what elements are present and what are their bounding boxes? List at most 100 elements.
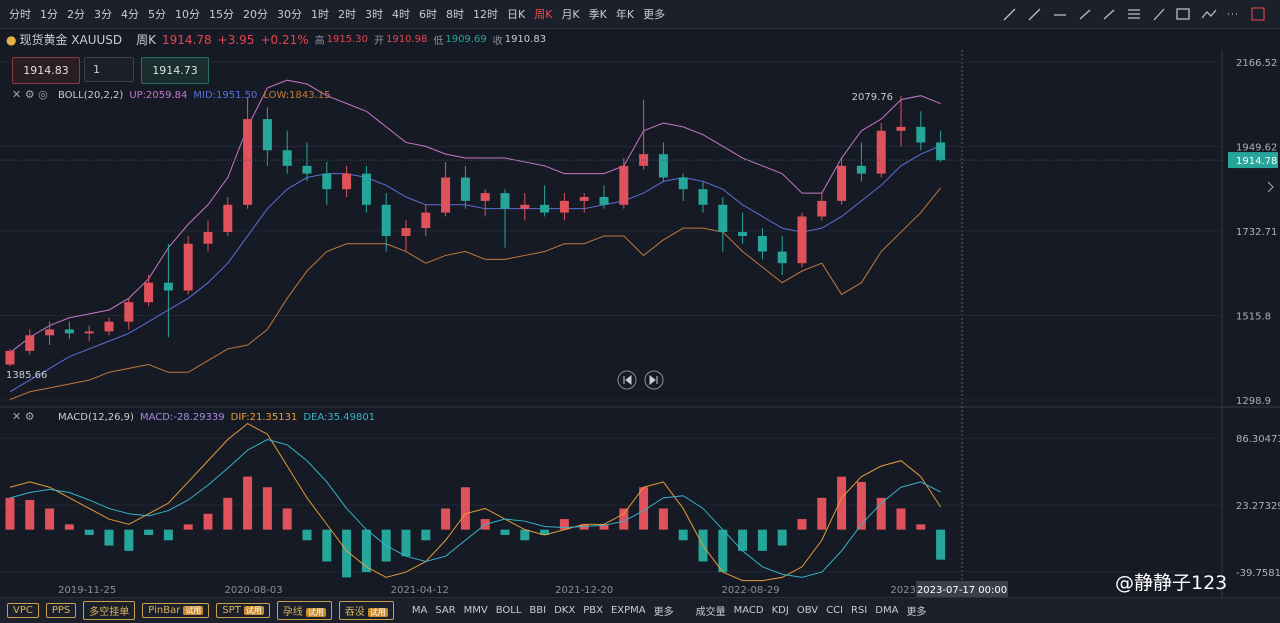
period-button[interactable]: 12时	[473, 8, 498, 21]
watermark: @静静子123	[1115, 572, 1228, 594]
period-button[interactable]: 2时	[338, 8, 356, 21]
indicator-button[interactable]: CCI	[826, 605, 844, 616]
period-button[interactable]: 5分	[148, 8, 166, 21]
period-button[interactable]: 周K	[534, 8, 553, 21]
period-button[interactable]: 1分	[40, 8, 58, 21]
macd-bar	[25, 499, 35, 530]
tool-button[interactable]: PPS	[45, 603, 77, 618]
more-button[interactable]: 更多	[653, 607, 674, 618]
indicator-button[interactable]: SAR	[435, 605, 456, 616]
tool-button[interactable]: 多空挂单	[83, 601, 136, 620]
legend-label: DIF:21.35131	[231, 412, 298, 423]
legend-label: UP:2059.84	[129, 90, 187, 101]
more-button[interactable]: 更多	[643, 8, 666, 21]
period-button[interactable]: 1时	[311, 8, 329, 21]
candle-body	[223, 204, 233, 233]
candle-body	[738, 232, 748, 236]
expand-arrow[interactable]	[1267, 181, 1274, 193]
period-button[interactable]: 月K	[561, 8, 580, 21]
change-pct: +0.21%	[260, 32, 309, 47]
y-tick-label: 1732.71	[1236, 227, 1277, 238]
tool-button[interactable]: PinBar 试用	[142, 603, 210, 618]
candle-body	[381, 204, 391, 236]
symbol[interactable]: 现货黄金 XAUUSD	[19, 33, 123, 47]
period-button[interactable]: 4时	[392, 8, 410, 21]
period-button[interactable]: 15分	[209, 8, 234, 21]
indicator-button[interactable]: BOLL	[495, 605, 522, 616]
macd-bar	[104, 529, 114, 546]
period-button[interactable]: 3时	[365, 8, 383, 21]
macd-bar	[84, 529, 94, 535]
macd-bar	[183, 524, 193, 530]
y-tick-label: -39.75815	[1236, 568, 1280, 579]
prev-button[interactable]	[617, 370, 637, 390]
macd-bar	[262, 487, 272, 530]
next-button[interactable]	[644, 370, 664, 390]
period-button[interactable]: 20分	[243, 8, 268, 21]
candle-body	[500, 193, 510, 209]
indicator-button[interactable]: 成交量	[695, 607, 726, 618]
indicator-button[interactable]: EXPMA	[610, 605, 646, 616]
indicator-button[interactable]: MMV	[463, 605, 488, 616]
period-button[interactable]: 8时	[446, 8, 464, 21]
candle-body	[183, 243, 193, 291]
indicator-button[interactable]: MACD	[733, 605, 764, 616]
indicator-name: MACD(12,26,9)	[58, 412, 134, 423]
indicator-button[interactable]: KDJ	[771, 605, 789, 616]
tool-button[interactable]: VPC	[7, 603, 39, 618]
indicator-button[interactable]: DKX	[554, 605, 576, 616]
trial-badge: 试用	[367, 608, 388, 617]
candle-body	[163, 282, 173, 291]
macd-bar	[599, 524, 609, 530]
period-button[interactable]: 4分	[121, 8, 139, 21]
indicator-button[interactable]: DMA	[875, 605, 899, 616]
tool-button[interactable]: 孕线 试用	[276, 601, 332, 620]
period-button[interactable]: 2分	[67, 8, 85, 21]
x-tick-label: 2019-11-25	[58, 585, 116, 596]
more-button[interactable]: 更多	[906, 607, 927, 618]
period-button[interactable]: 分时	[9, 8, 31, 21]
period-button[interactable]: 10分	[175, 8, 200, 21]
period-toolbar: 分时 1分 2分 3分 4分 5分 10分 15分 20分 30分 1时 2时 3时 4时 6时 8时 12时日…	[0, 0, 1280, 29]
sell-button[interactable]: 1914.83	[12, 57, 80, 84]
candle-body	[5, 350, 15, 365]
candle-body	[579, 196, 589, 201]
period[interactable]: 周K	[136, 33, 157, 47]
indicator-button[interactable]: OBV	[796, 605, 819, 616]
close-label: 收	[492, 36, 503, 47]
macd-bar	[738, 529, 748, 551]
candle-body	[757, 235, 767, 252]
chart: ✕ ⚙ ◎ ✕ ⚙ 2166.52 1949.62 1732.71 1515.8 129…	[0, 50, 1280, 597]
period-button[interactable]: 6时	[419, 8, 437, 21]
y-tick-label: 1298.9	[1236, 396, 1271, 407]
macd-bar	[757, 529, 767, 551]
tool-button[interactable]: SPT 试用	[216, 603, 270, 618]
candle-body	[64, 329, 74, 334]
y-tick-label: 23.27329	[1236, 501, 1280, 512]
indicator-button[interactable]: BBI	[529, 605, 547, 616]
candle-body	[817, 200, 827, 217]
indicator-button[interactable]: MA	[411, 605, 428, 616]
candle-body	[84, 331, 94, 334]
qty-input[interactable]: 1	[84, 57, 134, 82]
indicator-button[interactable]: RSI	[851, 605, 868, 616]
gold-icon: ●	[6, 32, 17, 47]
macd-bar	[777, 529, 787, 546]
crosshair-label-bg	[916, 581, 1008, 597]
y-tick-label: 1949.62	[1236, 142, 1277, 153]
period-button[interactable]: 年K	[615, 8, 635, 21]
period-button[interactable]: 季K	[588, 8, 607, 21]
open: 1910.98	[385, 34, 428, 45]
period-button[interactable]: 30分	[277, 8, 302, 21]
y-tick-label: 86.30473	[1236, 434, 1280, 445]
indicator-line	[9, 145, 941, 393]
candle-body	[718, 204, 728, 233]
buy-button[interactable]: 1914.73	[141, 57, 209, 84]
candle-body	[856, 165, 866, 174]
indicator-button[interactable]: PBX	[583, 605, 603, 616]
period-button[interactable]: 3分	[94, 8, 112, 21]
candle-body	[540, 204, 550, 213]
period-button[interactable]: 日K	[507, 8, 526, 21]
tool-button[interactable]: 吞没 试用	[338, 601, 394, 620]
